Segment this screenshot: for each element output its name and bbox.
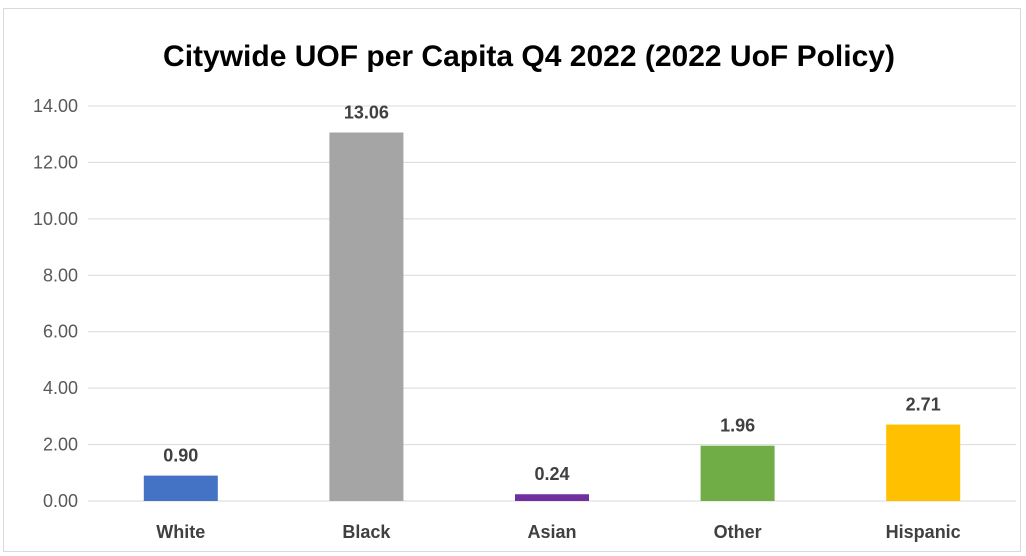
category-label-black: Black [342,522,391,542]
bar-black [329,132,404,501]
y-tick-label: 0.00 [43,491,78,511]
bar-hispanic [886,424,961,501]
bar-other [700,445,775,501]
category-label-asian: Asian [527,522,576,542]
y-tick-label: 14.00 [33,96,78,116]
data-label-asian: 0.24 [534,464,569,484]
chart-title: Citywide UOF per Capita Q4 2022 (2022 Uo… [163,40,895,73]
x-axis-categories: White Black Asian Other Hispanic [156,522,960,542]
y-tick-label: 4.00 [43,378,78,398]
y-tick-label: 10.00 [33,209,78,229]
gridlines [88,105,1016,502]
data-labels: 0.90 13.06 0.24 1.96 2.71 [163,103,940,485]
chart-frame [3,8,1021,552]
bar-white [143,475,218,501]
bar-asian [515,494,589,501]
y-tick-label: 2.00 [43,435,78,455]
y-tick-label: 12.00 [33,152,78,172]
y-tick-label: 6.00 [43,322,78,342]
y-axis-ticks: 0.00 2.00 4.00 6.00 8.00 10.00 12.00 14.00 [33,96,78,511]
bars [143,132,961,501]
category-label-other: Other [714,522,762,542]
data-label-black: 13.06 [344,103,389,123]
category-label-white: White [156,522,205,542]
data-label-other: 1.96 [720,416,755,436]
y-tick-label: 8.00 [43,265,78,285]
category-label-hispanic: Hispanic [886,522,961,542]
data-label-hispanic: 2.71 [906,395,941,415]
data-label-white: 0.90 [163,446,198,466]
